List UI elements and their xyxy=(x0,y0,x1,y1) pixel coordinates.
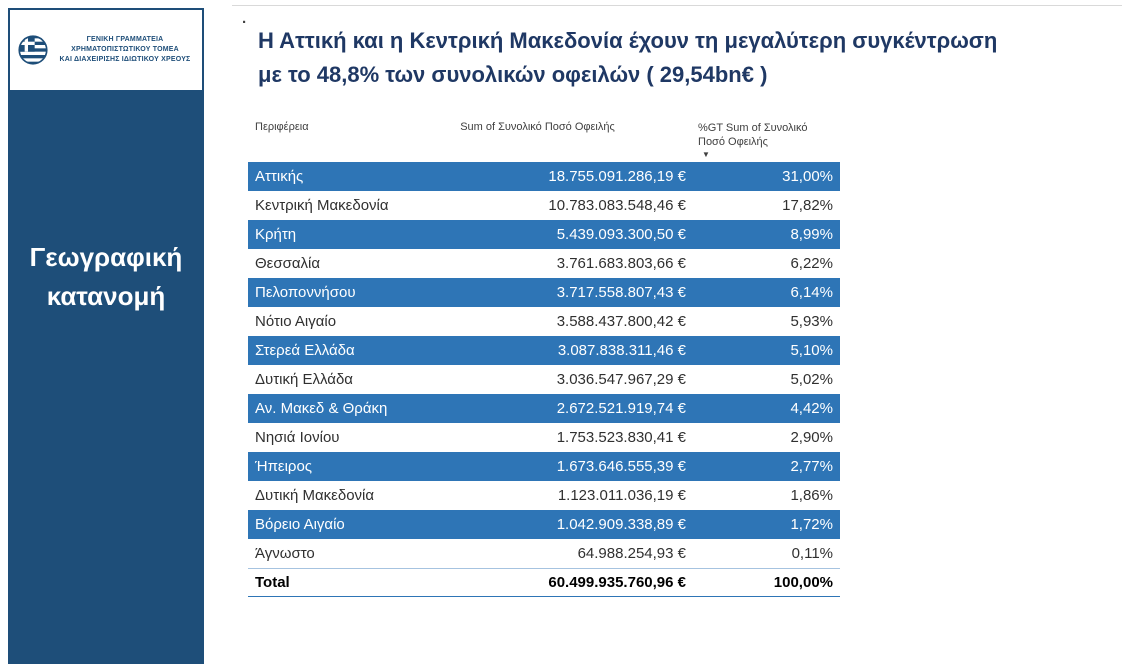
percent-cell[interactable]: 5,93% xyxy=(790,313,833,330)
table-row[interactable]: Ήπειρος 1.673.646.555,39 € 2,77% xyxy=(248,452,840,481)
sidebar: ΓΕΝΙΚΗ ΓΡΑΜΜΑΤΕΙΑ ΧΡΗΜΑΤΟΠΙΣΤΩΤΙΚΟΥ ΤΟΜΕ… xyxy=(8,8,204,664)
percent-cell[interactable]: 4,42% xyxy=(790,400,833,417)
debt-by-region-table: Περιφέρεια Sum of Συνολικό Ποσό Οφειλής … xyxy=(248,114,840,597)
amount-cell[interactable]: 1.753.523.830,41 € xyxy=(556,429,686,446)
total-label: Total xyxy=(255,574,290,591)
amount-cell[interactable]: 3.036.547.967,29 € xyxy=(556,371,686,388)
percent-cell[interactable]: 31,00% xyxy=(782,168,833,185)
table-row[interactable]: Νησιά Ιονίου 1.753.523.830,41 € 2,90% xyxy=(248,423,840,452)
region-cell[interactable]: Άγνωστο xyxy=(255,545,315,562)
table-header: Περιφέρεια Sum of Συνολικό Ποσό Οφειλής … xyxy=(248,114,840,162)
region-cell[interactable]: Δυτική Μακεδονία xyxy=(255,487,375,504)
amount-cell[interactable]: 18.755.091.286,19 € xyxy=(548,168,686,185)
table-row[interactable]: Κεντρική Μακεδονία 10.783.083.548,46 € 17,… xyxy=(248,191,840,220)
percent-cell[interactable]: 0,11% xyxy=(791,545,833,562)
percent-cell[interactable]: 6,14% xyxy=(790,284,833,301)
table-row[interactable]: Δυτική Μακεδονία 1.123.011.036,19 € 1,86% xyxy=(248,481,840,510)
agency-logo-card: ΓΕΝΙΚΗ ΓΡΑΜΜΑΤΕΙΑ ΧΡΗΜΑΤΟΠΙΣΤΩΤΙΚΟΥ ΤΟΜΕ… xyxy=(10,10,202,90)
region-cell[interactable]: Στερεά Ελλάδα xyxy=(255,342,355,359)
section-label-line2: κατανομή xyxy=(46,281,166,311)
amount-cell[interactable]: 1.673.646.555,39 € xyxy=(556,458,686,475)
amount-cell[interactable]: 2.672.521.919,74 € xyxy=(556,400,686,417)
table-row[interactable]: Βόρειο Αιγαίο 1.042.909.338,89 € 1,72% xyxy=(248,510,840,539)
section-label: Γεωγραφική κατανομή xyxy=(8,238,204,316)
table-row[interactable]: Θεσσαλία 3.761.683.803,66 € 6,22% xyxy=(248,249,840,278)
column-header-amount[interactable]: Sum of Συνολικό Ποσό Οφειλής xyxy=(460,121,615,133)
region-cell[interactable]: Πελοποννήσου xyxy=(255,284,356,301)
amount-cell[interactable]: 5.439.093.300,50 € xyxy=(556,226,686,243)
amount-cell[interactable]: 10.783.083.548,46 € xyxy=(548,197,686,214)
amount-cell[interactable]: 64.988.254,93 € xyxy=(577,545,686,562)
region-cell[interactable]: Ήπειρος xyxy=(255,458,313,475)
percent-cell[interactable]: 1,72% xyxy=(790,516,833,533)
section-label-line1: Γεωγραφική xyxy=(29,242,183,272)
percent-cell[interactable]: 5,10% xyxy=(790,342,833,359)
region-cell[interactable]: Αν. Μακεδ & Θράκη xyxy=(255,400,388,417)
table-row[interactable]: Δυτική Ελλάδα 3.036.547.967,29 € 5,02% xyxy=(248,365,840,394)
region-cell[interactable]: Νησιά Ιονίου xyxy=(255,429,340,446)
percent-cell[interactable]: 8,99% xyxy=(790,226,833,243)
region-cell[interactable]: Κεντρική Μακεδονία xyxy=(255,197,389,214)
table-row[interactable]: Κρήτη 5.439.093.300,50 € 8,99% xyxy=(248,220,840,249)
percent-cell[interactable]: 6,22% xyxy=(790,255,833,272)
slide-top-border xyxy=(232,5,1122,6)
sort-descending-icon[interactable]: ▼ xyxy=(702,150,710,159)
amount-cell[interactable]: 3.717.558.807,43 € xyxy=(556,284,686,301)
amount-cell[interactable]: 3.588.437.800,42 € xyxy=(556,313,686,330)
table-row[interactable]: Πελοποννήσου 3.717.558.807,43 € 6,14% xyxy=(248,278,840,307)
percent-cell[interactable]: 17,82% xyxy=(782,197,833,214)
table-row[interactable]: Άγνωστο 64.988.254,93 € 0,11% xyxy=(248,539,840,568)
region-cell[interactable]: Αττικής xyxy=(255,168,304,185)
region-cell[interactable]: Θεσσαλία xyxy=(255,255,321,272)
column-header-region[interactable]: Περιφέρεια xyxy=(255,121,309,133)
page-title-line2: με το 48,8% των συνολικών οφειλών ( 29,5… xyxy=(258,62,768,87)
region-cell[interactable]: Δυτική Ελλάδα xyxy=(255,371,353,388)
table-row[interactable]: Νότιο Αιγαίο 3.588.437.800,42 € 5,93% xyxy=(248,307,840,336)
title-bullet: · xyxy=(242,14,247,31)
agency-name: ΓΕΝΙΚΗ ΓΡΑΜΜΑΤΕΙΑ ΧΡΗΜΑΤΟΠΙΣΤΩΤΙΚΟΥ ΤΟΜΕ… xyxy=(54,35,196,65)
table-row[interactable]: Αττικής 18.755.091.286,19 € 31,00% xyxy=(248,162,840,191)
table-body: Αττικής 18.755.091.286,19 € 31,00% Κεντρική… xyxy=(248,162,840,568)
percent-cell[interactable]: 1,86% xyxy=(790,487,833,504)
percent-cell[interactable]: 2,90% xyxy=(790,429,833,446)
amount-cell[interactable]: 3.761.683.803,66 € xyxy=(556,255,686,272)
agency-name-line2: ΚΑΙ ΔΙΑΧΕΙΡΙΣΗΣ ΙΔΙΩΤΙΚΟΥ ΧΡΕΟΥΣ xyxy=(59,56,191,64)
agency-name-line1: ΓΕΝΙΚΗ ΓΡΑΜΜΑΤΕΙΑ ΧΡΗΜΑΤΟΠΙΣΤΩΤΙΚΟΥ ΤΟΜΕ… xyxy=(71,35,179,53)
total-amount: 60.499.935.760,96 € xyxy=(548,574,686,591)
table-row[interactable]: Αν. Μακεδ & Θράκη 2.672.521.919,74 € 4,42% xyxy=(248,394,840,423)
table-row[interactable]: Στερεά Ελλάδα 3.087.838.311,46 € 5,10% xyxy=(248,336,840,365)
amount-cell[interactable]: 1.042.909.338,89 € xyxy=(556,516,686,533)
region-cell[interactable]: Βόρειο Αιγαίο xyxy=(255,516,345,533)
amount-cell[interactable]: 3.087.838.311,46 € xyxy=(557,342,686,359)
percent-cell[interactable]: 2,77% xyxy=(790,458,833,475)
table-total-row: Total 60.499.935.760,96 € 100,00% xyxy=(248,568,840,597)
page-title: Η Αττική και η Κεντρική Μακεδονία έχουν … xyxy=(258,24,1130,92)
percent-cell[interactable]: 5,02% xyxy=(790,371,833,388)
greek-emblem-logo xyxy=(18,35,48,65)
amount-cell[interactable]: 1.123.011.036,19 € xyxy=(557,487,686,504)
region-cell[interactable]: Κρήτη xyxy=(255,226,297,243)
column-header-percent-label: %GT Sum of Συνολικό Ποσό Οφειλής xyxy=(698,122,808,148)
page-title-line1: Η Αττική και η Κεντρική Μακεδονία έχουν … xyxy=(258,28,998,53)
region-cell[interactable]: Νότιο Αιγαίο xyxy=(255,313,337,330)
total-percent: 100,00% xyxy=(773,574,833,591)
column-header-percent[interactable]: %GT Sum of Συνολικό Ποσό Οφειλής ▼ xyxy=(688,114,840,159)
